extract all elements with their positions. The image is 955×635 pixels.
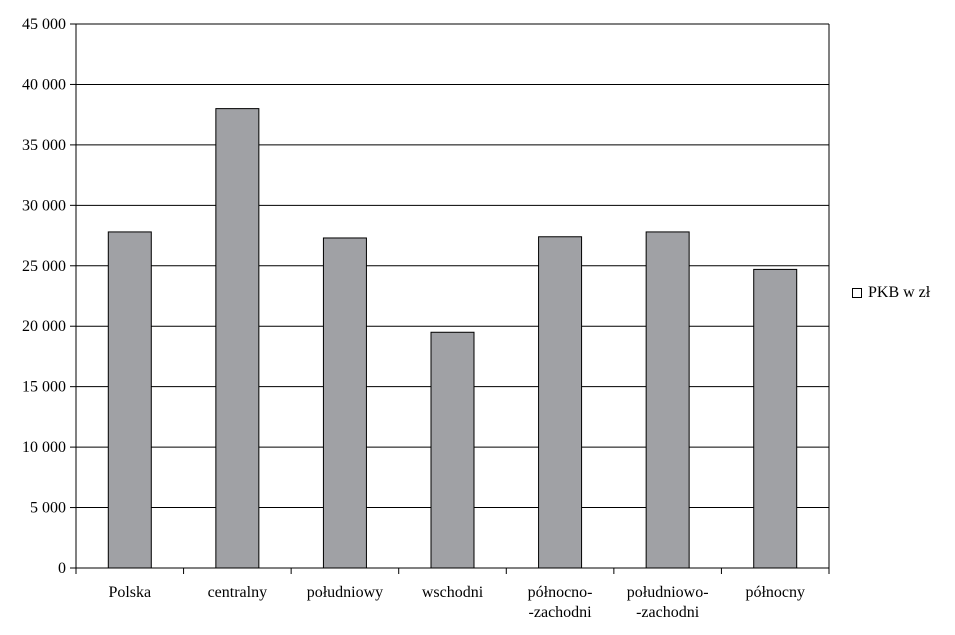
bar xyxy=(753,268,798,569)
legend: PKB w zł xyxy=(852,284,930,302)
y-tick-label: 0 xyxy=(58,560,66,577)
x-tick-label: południowy xyxy=(307,584,383,601)
y-tick-label: 30 000 xyxy=(22,197,66,214)
axes xyxy=(70,23,830,574)
legend-label: PKB w zł xyxy=(868,284,931,301)
x-tick-label: północny xyxy=(745,584,805,601)
y-tick-label: 45 000 xyxy=(22,16,66,33)
bar xyxy=(322,237,367,569)
x-tick-label: wschodni xyxy=(422,584,484,601)
y-tick-label: 35 000 xyxy=(22,137,66,154)
x-tick-label: południowo--zachodni xyxy=(627,584,709,621)
y-tick-label: 25 000 xyxy=(22,258,66,275)
x-tick-label: północno--zachodni xyxy=(528,584,593,621)
x-tick-label: Polska xyxy=(108,584,151,601)
y-tick-label: 20 000 xyxy=(22,318,66,335)
x-tick-label: centralny xyxy=(208,584,268,601)
bar xyxy=(215,108,260,569)
y-tick-label: 10 000 xyxy=(22,439,66,456)
y-tick-label: 5 000 xyxy=(30,500,66,517)
y-tick-label: 40 000 xyxy=(22,76,66,93)
bar xyxy=(430,331,475,569)
bar xyxy=(645,231,690,569)
bar xyxy=(538,236,583,569)
y-tick-label: 15 000 xyxy=(22,379,66,396)
tick-labels: 0 5 000 10 000 15 000 20 000 25 000 30 000 35 0… xyxy=(22,16,805,621)
legend-swatch xyxy=(852,288,862,298)
bars xyxy=(107,108,798,569)
bar xyxy=(107,231,152,569)
